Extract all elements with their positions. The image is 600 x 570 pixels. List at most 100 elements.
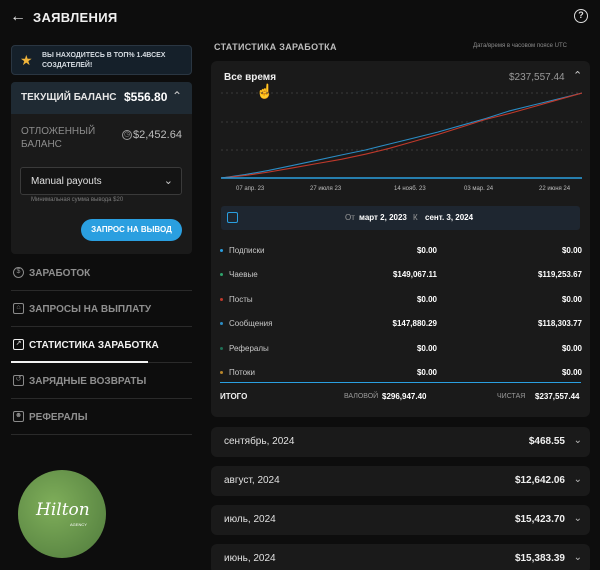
nav-item-chargebacks[interactable]: ↺ ЗАРЯДНЫЕ ВОЗВРАТЫ	[11, 363, 192, 399]
star-icon: ★	[20, 52, 33, 69]
row-label: Рефералы	[229, 344, 269, 353]
nav-item-earnings[interactable]: $ ЗАРАБОТОК	[11, 255, 192, 291]
calendar-icon[interactable]	[227, 212, 238, 223]
nav-item-referrals[interactable]: ☻ РЕФЕРАЛЫ	[11, 399, 192, 435]
clock-icon: ◷	[122, 130, 132, 140]
row-label: Подписки	[229, 246, 264, 255]
series-line-1	[221, 93, 582, 178]
month-row-july[interactable]: июль, 2024 $15,423.70 ⌄	[211, 505, 590, 535]
month-value: $468.55	[529, 436, 565, 447]
row-label: Сообщения	[229, 319, 272, 328]
nav-item-payout-requests[interactable]: ⌂ ЗАПРОСЫ НА ВЫПЛАТУ	[11, 291, 192, 327]
balance-panel: ТЕКУЩИЙ БАЛАНС $556.80 ⌃ ОТЛОЖЕННЫЙ БАЛА…	[11, 82, 192, 254]
min-payout-note: Минимальная сумма вывода $20	[31, 197, 123, 203]
pending-balance-label: ОТЛОЖЕННЫЙ БАЛАНС	[21, 125, 111, 151]
earnings-row: Потоки $0.00 $0.00	[211, 366, 590, 380]
chart-lines	[221, 93, 582, 178]
row-label: Чаевые	[229, 270, 258, 279]
legend-dot	[220, 347, 223, 350]
logo-sub: AGENCY	[70, 522, 87, 527]
row-net: $0.00	[562, 295, 582, 304]
total-divider	[220, 382, 581, 383]
bank-icon: ⌂	[13, 303, 24, 314]
top-percent-banner: ★ ВЫ НАХОДИТЕСЬ В ТОП% 1.4ВСЕХ СОЗДАТЕЛЕ…	[11, 45, 192, 75]
nav-label: ЗАРЯДНЫЕ ВОЗВРАТЫ	[29, 376, 146, 387]
nav-label: ЗАРАБОТОК	[29, 268, 90, 279]
back-arrow-icon[interactable]: ←	[10, 8, 26, 26]
earnings-row: Подписки $0.00 $0.00	[211, 244, 590, 258]
legend-dot	[220, 298, 223, 301]
x-tick-label: 27 июля 23	[310, 186, 341, 192]
row-gross: $0.00	[417, 295, 437, 304]
earnings-row: Сообщения $147,880.29 $118,303.77	[211, 317, 590, 331]
date-from-label: От	[345, 213, 355, 222]
request-payout-button[interactable]: ЗАПРОС НА ВЫВОД	[81, 219, 182, 241]
total-label: ИТОГО	[220, 392, 247, 401]
month-label: август, 2024	[224, 475, 280, 486]
month-row-august[interactable]: август, 2024 $12,642.06 ⌄	[211, 466, 590, 496]
date-from[interactable]: март 2, 2023	[359, 213, 407, 222]
month-value: $15,423.70	[515, 514, 565, 525]
month-row-september[interactable]: сентябрь, 2024 $468.55 ⌄	[211, 427, 590, 457]
current-balance-header[interactable]: ТЕКУЩИЙ БАЛАНС $556.80 ⌃	[11, 82, 192, 114]
month-label: июль, 2024	[224, 514, 276, 525]
legend-dot	[220, 322, 223, 325]
nav-label: РЕФЕРАЛЫ	[29, 412, 88, 423]
row-gross: $147,880.29	[393, 319, 438, 328]
month-value: $15,383.39	[515, 553, 565, 564]
total-row: ИТОГО ВАЛОВОЙ $296,947.40 ЧИСТАЯ $237,55…	[211, 391, 590, 405]
legend-dot	[220, 273, 223, 276]
row-gross: $0.00	[417, 368, 437, 377]
row-net: $118,303.77	[538, 319, 582, 328]
row-gross: $0.00	[417, 344, 437, 353]
chevron-up-icon[interactable]: ⌃	[172, 89, 182, 103]
timezone-note: Дата/время в часовом поясе UTC	[473, 43, 567, 49]
date-to-label: К	[413, 213, 418, 222]
row-net: $0.00	[562, 344, 582, 353]
gross-total: $296,947.40	[382, 392, 427, 401]
legend-dot	[220, 249, 223, 252]
row-gross: $0.00	[417, 246, 437, 255]
chevron-down-icon: ⌄	[574, 552, 582, 563]
earnings-row: Рефералы $0.00 $0.00	[211, 342, 590, 356]
earnings-row: Посты $0.00 $0.00	[211, 293, 590, 307]
payout-method-value: Manual payouts	[31, 176, 102, 187]
top-bar: ← ЗАЯВЛЕНИЯ ?	[0, 0, 600, 34]
x-tick-label: 14 нояб. 23	[394, 186, 426, 192]
x-tick-label: 22 июня 24	[539, 186, 570, 192]
x-tick-label: 07 апр. 23	[236, 186, 264, 192]
dollar-circle-icon: $	[13, 267, 24, 278]
period-label[interactable]: Все время	[224, 72, 276, 83]
payout-method-select[interactable]: Manual payouts ⌄	[20, 167, 182, 195]
agency-logo: Hilton AGENCY	[18, 470, 106, 558]
chevron-down-icon: ⌄	[574, 435, 582, 446]
legend-dot	[220, 371, 223, 374]
net-total: $237,557.44	[535, 392, 580, 401]
row-gross: $149,067.11	[393, 270, 437, 279]
earnings-row: Чаевые $149,067.11 $119,253.67	[211, 268, 590, 282]
chevron-down-icon: ⌄	[574, 474, 582, 485]
net-label: ЧИСТАЯ	[497, 393, 525, 400]
month-row-june[interactable]: июнь, 2024 $15,383.39 ⌄	[211, 544, 590, 570]
chevron-up-icon[interactable]: ⌃	[573, 69, 582, 82]
refund-icon: ↺	[13, 375, 24, 386]
date-to[interactable]: сент. 3, 2024	[425, 213, 473, 222]
period-total: $237,557.44	[509, 72, 565, 83]
nav-label: СТАТИСТИКА ЗАРАБОТКА	[29, 340, 159, 351]
referral-icon: ☻	[13, 411, 24, 422]
row-label: Потоки	[229, 368, 255, 377]
date-range-picker[interactable]: От март 2, 2023 К сент. 3, 2024	[221, 206, 580, 230]
chevron-down-icon: ⌄	[164, 174, 173, 187]
nav-label: ЗАПРОСЫ НА ВЫПЛАТУ	[29, 304, 151, 315]
stats-heading: СТАТИСТИКА ЗАРАБОТКА	[214, 42, 337, 52]
promo-text: ВЫ НАХОДИТЕСЬ В ТОП% 1.4ВСЕХ СОЗДАТЕЛЕЙ!	[42, 51, 187, 71]
chart-line-icon: ↗	[13, 339, 24, 350]
page-title: ЗАЯВЛЕНИЯ	[33, 10, 118, 25]
row-net: $0.00	[562, 368, 582, 377]
series-line-0	[221, 93, 582, 178]
current-balance-value: $556.80	[124, 90, 167, 104]
nav-item-earnings-stats[interactable]: ↗ СТАТИСТИКА ЗАРАБОТКА	[11, 327, 192, 363]
pending-balance-value: $2,452.64	[133, 129, 182, 141]
earnings-line-chart	[221, 88, 582, 186]
help-icon[interactable]: ?	[574, 9, 588, 23]
